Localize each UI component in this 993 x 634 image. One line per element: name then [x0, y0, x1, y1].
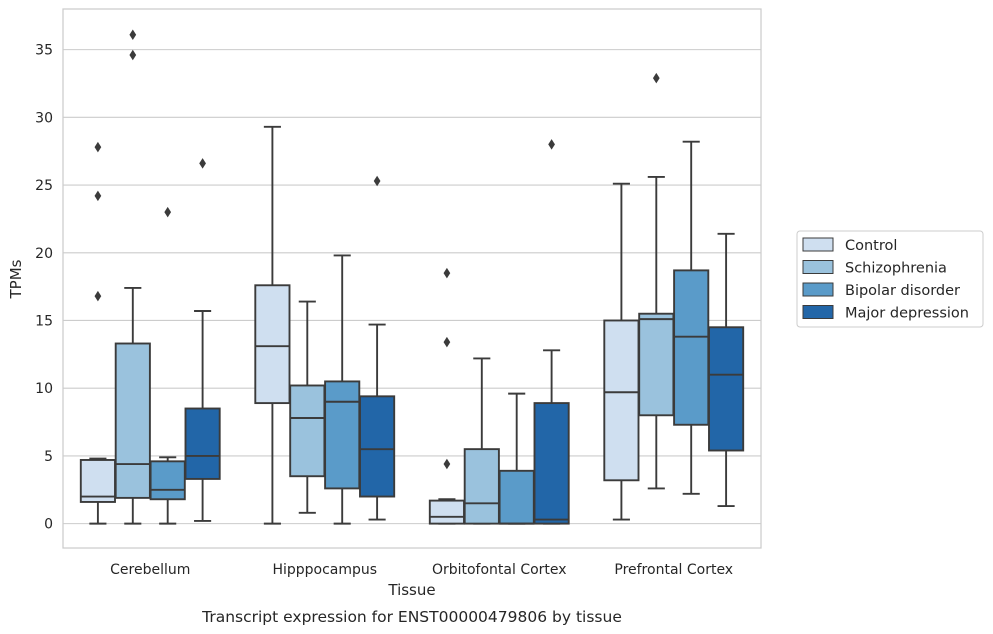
legend-swatch-control [802, 237, 834, 252]
legend-label-bipolar-disorder: Bipolar disorder [845, 283, 960, 299]
outlier-point [373, 175, 381, 187]
x-tick-label-hipppocampus: Hipppocampus [272, 562, 377, 578]
outlier-point [548, 139, 555, 150]
box-iqr [359, 395, 396, 498]
x-tick-label-prefrontal-cortex: Prefrontal Cortex [614, 562, 733, 578]
box-2-0 [428, 267, 465, 525]
box-1-1 [289, 300, 326, 514]
outlier-point [94, 141, 102, 153]
box-3-1 [638, 72, 675, 490]
box-iqr [149, 460, 186, 501]
box-plot-series [79, 29, 745, 525]
box-iqr [428, 499, 465, 525]
box-2-1 [463, 357, 500, 525]
y-tick-label-20: 20 [35, 246, 53, 262]
outlier-point [164, 206, 172, 218]
outlier-point [443, 458, 451, 470]
y-tick-label-25: 25 [35, 178, 53, 194]
box-3-3 [708, 232, 745, 507]
x-axis-label: Tissue [387, 581, 435, 599]
y-tick-label-30: 30 [35, 110, 53, 126]
box-iqr [114, 342, 151, 499]
box-iqr [324, 380, 361, 490]
legend: Control Schizophrenia Bipolar disorder Majo… [796, 230, 984, 328]
box-iqr [79, 459, 116, 503]
box-iqr [673, 269, 710, 426]
box-3-2 [673, 140, 710, 495]
outlier-point [94, 290, 102, 302]
outlier-point [199, 158, 206, 169]
box-iqr [708, 326, 745, 452]
legend-label-schizophrenia: Schizophrenia [845, 261, 947, 277]
x-tick-label-cerebellum: Cerebellum [110, 562, 190, 578]
y-axis-label: TPMs [7, 259, 25, 299]
y-tick-label-5: 5 [44, 449, 53, 465]
chart-caption: Transcript expression for ENST0000047980… [201, 608, 622, 626]
legend-swatch-bipolar-disorder [802, 282, 834, 297]
box-iqr [638, 312, 675, 417]
box-iqr [498, 469, 535, 525]
box-iqr [254, 284, 291, 405]
y-axis-ticks: 0 5 10 15 20 25 30 35 [35, 43, 53, 533]
box-1-3 [359, 175, 396, 521]
outlier-point [652, 72, 660, 84]
box-0-3 [184, 158, 221, 522]
box-iqr [603, 319, 640, 482]
box-iqr [289, 384, 326, 478]
outlier-point [94, 190, 102, 202]
outlier-point [129, 49, 137, 61]
outlier-point [443, 336, 451, 348]
box-iqr [533, 402, 570, 525]
box-0-0 [79, 141, 116, 525]
box-iqr [184, 407, 221, 480]
box-0-2 [149, 206, 186, 525]
legend-swatch-major-depression [802, 305, 834, 319]
y-tick-label-15: 15 [35, 313, 53, 329]
plot-frame [62, 8, 762, 549]
y-tick-label-0: 0 [44, 517, 53, 533]
outlier-point [443, 267, 451, 279]
box-2-3 [533, 139, 570, 525]
grid-lines [63, 49, 761, 525]
box-3-0 [603, 182, 640, 521]
x-axis-ticks: Cerebellum Hipppocampus Orbitofontal Corte… [110, 562, 733, 578]
box-iqr [463, 448, 500, 525]
y-tick-label-10: 10 [35, 381, 53, 397]
outlier-point [129, 29, 137, 40]
legend-label-major-depression: Major depression [845, 306, 969, 322]
box-0-1 [114, 29, 151, 525]
legend-swatch-schizophrenia [802, 260, 834, 274]
box-2-2 [498, 392, 535, 525]
legend-label-control: Control [845, 238, 897, 254]
legend-frame [796, 230, 984, 328]
y-tick-label-35: 35 [35, 43, 53, 59]
box-1-2 [324, 254, 361, 525]
box-1-0 [254, 125, 291, 525]
x-tick-label-orbitofontal-cortex: Orbitofontal Cortex [432, 562, 567, 578]
